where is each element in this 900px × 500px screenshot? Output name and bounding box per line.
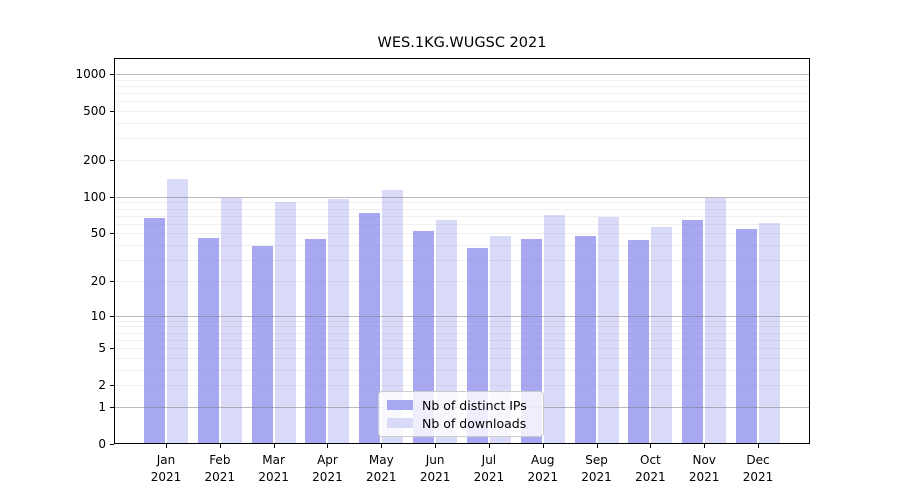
bar-downloads <box>328 199 350 443</box>
legend-entry-distinct-ips: Nb of distinct IPs <box>387 398 535 413</box>
chart-title: WES.1KG.WUGSC 2021 <box>377 35 547 51</box>
y-tick-label: 1000 <box>75 67 106 81</box>
bar-downloads <box>759 222 781 443</box>
y-tick-label: 500 <box>83 104 106 119</box>
y-tick-label: 5 <box>98 341 106 356</box>
x-tick-label: Apr 2021 <box>312 453 343 484</box>
y-tick-mark <box>110 444 114 445</box>
x-tick-label: Aug 2021 <box>527 453 558 484</box>
x-tick-mark <box>650 444 652 448</box>
bar-distinct-ips <box>628 240 650 443</box>
bar-distinct-ips <box>197 237 219 443</box>
gridline-minor <box>115 111 809 113</box>
x-tick-label: Sep 2021 <box>581 453 612 484</box>
bar-downloads <box>597 217 619 443</box>
gridline-minor <box>115 85 809 87</box>
x-tick-label: Nov 2021 <box>688 453 720 484</box>
x-tick-mark <box>596 444 598 448</box>
bar-downloads <box>220 197 242 443</box>
y-tick-mark <box>110 196 114 198</box>
y-tick-mark <box>110 74 114 75</box>
y-tick-label: 20 <box>90 273 106 288</box>
legend: Nb of distinct IPs Nb of downloads <box>378 391 544 437</box>
x-tick-mark <box>704 444 706 448</box>
bar-downloads <box>651 226 673 443</box>
y-tick-mark <box>110 315 114 317</box>
bar-distinct-ips <box>574 235 596 443</box>
y-tick-mark <box>110 111 114 113</box>
x-tick-label: Feb 2021 <box>204 453 236 484</box>
y-tick-mark <box>110 159 114 161</box>
legend-entry-downloads: Nb of downloads <box>387 416 535 431</box>
y-tick-label: 10 <box>90 308 106 323</box>
legend-label-downloads: Nb of downloads <box>422 415 527 431</box>
bar-distinct-ips <box>144 218 165 443</box>
y-tick-label: 100 <box>83 189 106 204</box>
x-tick-mark <box>542 444 544 448</box>
x-tick-mark <box>219 444 221 448</box>
gridline-major <box>115 74 809 75</box>
bar-downloads <box>274 201 296 443</box>
x-tick-mark <box>327 444 329 448</box>
x-tick-label: Jul 2021 <box>473 453 505 484</box>
gridline-minor <box>115 138 809 140</box>
y-tick-mark <box>110 348 114 350</box>
y-tick-mark <box>110 233 114 235</box>
y-tick-label: 0 <box>98 437 106 451</box>
x-tick-mark <box>435 444 437 448</box>
legend-swatch-downloads <box>387 418 413 428</box>
gridline-minor <box>115 101 809 103</box>
legend-swatch-distinct-ips <box>387 400 413 410</box>
gridline-minor <box>115 122 809 124</box>
bar-downloads <box>167 178 188 443</box>
x-tick-label: Jun 2021 <box>419 453 451 484</box>
y-tick-label: 2 <box>98 378 106 393</box>
bar-downloads <box>543 214 565 443</box>
gridline-minor <box>115 159 809 161</box>
bar-downloads <box>705 197 727 443</box>
y-tick-mark <box>110 280 114 282</box>
x-tick-mark <box>273 444 275 448</box>
x-tick-label: Jan 2021 <box>150 453 182 484</box>
y-tick-mark <box>110 385 114 387</box>
x-tick-mark <box>758 444 760 448</box>
bar-distinct-ips <box>359 212 381 443</box>
x-tick-mark <box>488 444 490 448</box>
x-tick-label: May 2021 <box>365 453 397 484</box>
gridline-minor <box>115 93 809 95</box>
x-tick-mark <box>166 444 167 448</box>
x-tick-label: Oct 2021 <box>635 453 666 484</box>
bar-downloads <box>436 220 458 443</box>
gridline-minor <box>115 79 809 81</box>
y-tick-label: 50 <box>90 226 106 241</box>
bar-distinct-ips <box>736 229 758 443</box>
legend-label-distinct-ips: Nb of distinct IPs <box>422 397 527 413</box>
bar-distinct-ips <box>305 238 327 443</box>
y-tick-label: 200 <box>83 152 106 167</box>
bar-distinct-ips <box>682 219 704 443</box>
x-tick-label: Mar 2021 <box>258 453 289 484</box>
y-tick-label: 1 <box>98 399 106 414</box>
x-tick-label: Dec 2021 <box>742 453 774 484</box>
bar-distinct-ips <box>413 231 435 443</box>
y-tick-mark <box>110 406 114 408</box>
bar-distinct-ips <box>251 246 273 443</box>
x-tick-mark <box>381 444 383 448</box>
